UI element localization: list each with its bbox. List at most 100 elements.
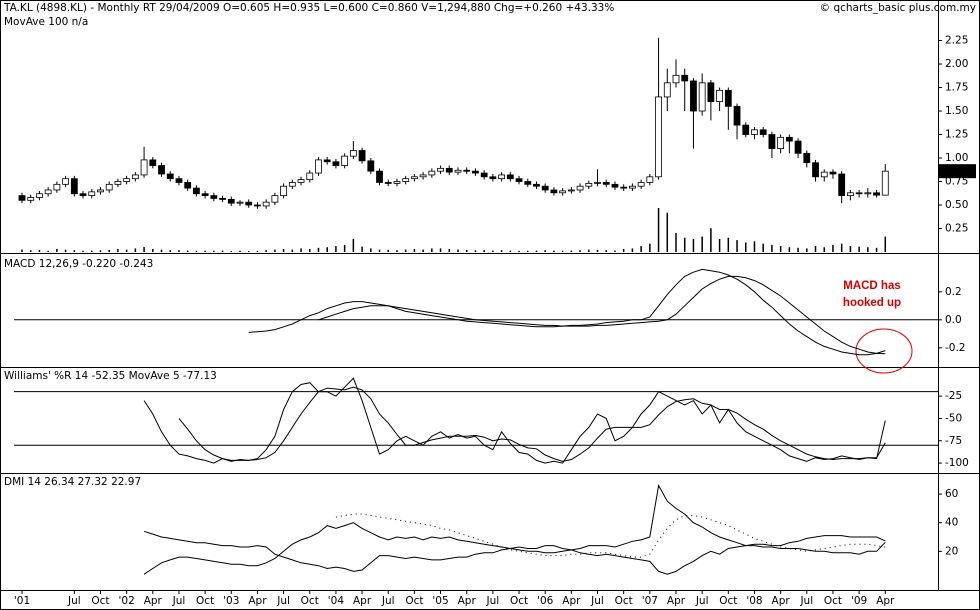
volume-bar [867,247,869,252]
y-tick-label: 40 [945,517,958,529]
y-tick-label: -75 [945,435,962,447]
volume-bar [823,247,825,252]
volume-bar [29,250,32,252]
volume-bar [544,250,546,252]
x-tick-label: Apr [458,595,477,607]
volume-bar [370,248,372,252]
volume-bar [99,250,102,252]
x-tick-label: Apr [876,595,895,607]
candle-body [393,181,401,184]
volume-bar [727,237,730,252]
volume-bar [221,250,224,252]
x-tick-label: '08 [746,595,762,607]
pane-title: DMI 14 26.34 27.32 22.97 [4,476,141,488]
candle-body [515,178,523,182]
candle-body [376,170,383,183]
candle-body [716,89,723,103]
volume-bar [797,247,799,252]
x-tick-label: Oct [719,595,737,607]
x-tick-label: Apr [772,595,791,607]
y-tick-label: 20 [945,545,958,557]
candle-body [149,159,157,166]
candle-body [707,82,715,103]
candle-body [349,150,357,157]
volume-bar [152,249,154,252]
candle-body [611,183,619,188]
volume-bar [509,250,512,252]
volume-bar [143,247,145,252]
x-tick-label: '05 [432,595,448,607]
volume-bar [64,249,67,252]
candle-body [637,182,645,187]
volume-bar [247,251,250,252]
x-tick-label: Jul [590,595,604,607]
candle-body [367,160,375,172]
y-tick-label: -25 [945,390,962,402]
indicator-line [143,530,886,575]
volume-bar [82,250,84,252]
volume-bar [832,244,834,252]
volume-bar [492,250,494,252]
volume-bar [718,238,721,252]
y-tick-label: -100 [945,457,969,469]
volume-bar [762,243,764,252]
volume-bar [413,249,416,252]
volume-bar [91,250,93,252]
volume-bar [465,249,468,252]
volume-bar [806,248,808,252]
volume-bar [431,248,433,252]
y-tick-label: 1.25 [945,129,968,141]
candle-body [794,140,802,154]
candle-body [646,176,654,183]
volume-bar [396,250,398,252]
volume-bar [38,249,41,252]
candle-body [262,201,270,207]
volume-bar [239,250,241,252]
candle-body [114,181,122,185]
candle-body [820,171,828,178]
volume-bar [622,249,625,252]
candle-body [131,174,139,180]
volume-bar [204,250,206,252]
candle-body [27,197,35,201]
volume-bar [21,249,23,252]
candle-body [227,198,235,204]
x-tick-label: Apr [248,595,267,607]
candle-body [559,190,567,194]
indicator-line [143,484,886,575]
candle-body [201,193,209,197]
candle-body [166,173,174,180]
volume-bar [779,246,782,252]
candle-body [812,162,819,178]
candle-body [655,96,662,178]
candle-body [777,136,785,150]
volume-bar [692,238,695,252]
volume-bar [439,248,442,252]
candle-body [803,152,811,164]
candle-body [533,183,540,187]
candle-body [489,176,497,180]
volume-bar [186,250,189,252]
x-tick-label: Jul [381,595,395,607]
volume-bar [561,250,564,252]
volume-bar [457,249,459,252]
volume-bar [849,246,852,252]
candle-body [105,183,113,191]
candle-body [288,182,296,187]
candle-body [759,129,767,135]
y-tick-label: 2.25 [945,35,968,47]
candle-body [620,186,628,189]
indicator-line [178,386,886,462]
candle-body [751,129,758,135]
x-tick-label: Jul [67,595,81,607]
candle-body [79,193,87,197]
candle-body [428,170,436,176]
x-tick-label: Oct [301,595,319,607]
candle-body [698,82,706,112]
candle-body [140,159,148,176]
volume-bar [169,250,171,252]
candle-body [70,178,78,195]
annotation-circle [855,328,913,374]
candle-body [541,185,549,191]
candle-body [472,170,479,174]
